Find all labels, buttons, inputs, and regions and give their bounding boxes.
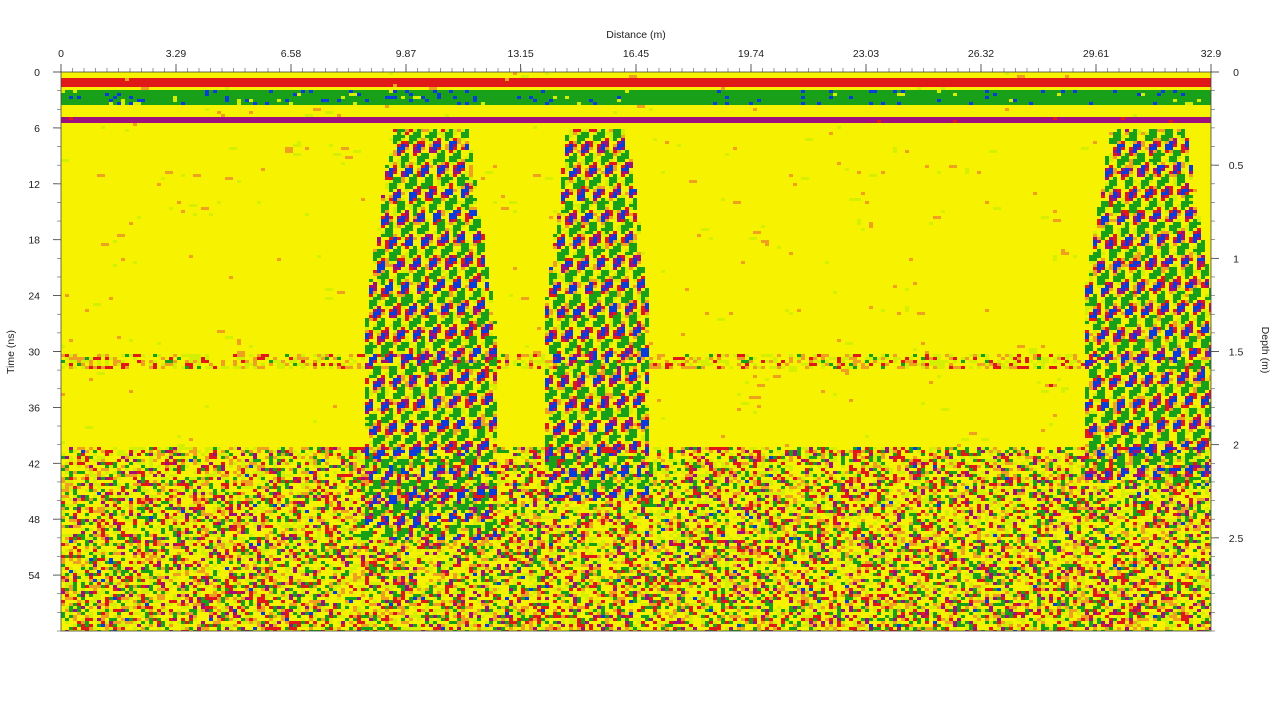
- time-tick-label: 18: [28, 235, 40, 247]
- depth-tick-label: 2.5: [1229, 533, 1244, 545]
- time-tick-label: 42: [28, 458, 40, 470]
- distance-tick-label: 0: [58, 48, 64, 60]
- distance-axis-title: Distance (m): [606, 29, 666, 41]
- distance-axis: 0 3.29 6.58 9.87 13.15 16.45 19.74 23.03 26.32 29…: [58, 48, 1221, 72]
- depth-tick-label: 1: [1233, 253, 1239, 265]
- depth-tick-label: 2: [1233, 440, 1239, 452]
- time-tick-label: 24: [28, 291, 40, 303]
- distance-tick-label: 23.03: [853, 48, 879, 60]
- distance-tick-label: 26.32: [968, 48, 994, 60]
- time-tick-label: 54: [28, 570, 40, 582]
- distance-tick-label: 29.61: [1083, 48, 1109, 60]
- reflection-image: [61, 72, 1211, 631]
- time-tick-label: 36: [28, 402, 40, 414]
- time-tick-label: 48: [28, 514, 40, 526]
- distance-tick-label: 6.58: [281, 48, 302, 60]
- depth-tick-label: 0.5: [1229, 160, 1244, 172]
- distance-tick-label: 9.87: [396, 48, 417, 60]
- distance-tick-label: 3.29: [166, 48, 187, 60]
- time-tick-label: 12: [28, 179, 40, 191]
- depth-axis-title: Depth (m): [1259, 327, 1271, 374]
- distance-tick-label: 32.9: [1201, 48, 1222, 60]
- depth-tick-label: 0: [1233, 67, 1239, 79]
- distance-tick-label: 13.15: [508, 48, 534, 60]
- depth-axis: 0 0.5 1 1.5 2 2.5: [1211, 67, 1244, 632]
- time-tick-label: 30: [28, 347, 40, 359]
- time-axis-title: Time (ns): [5, 330, 17, 374]
- distance-tick-label: 19.74: [738, 48, 764, 60]
- time-tick-label: 0: [34, 67, 40, 79]
- distance-tick-label: 16.45: [623, 48, 649, 60]
- time-tick-label: 6: [34, 123, 40, 135]
- depth-tick-label: 1.5: [1229, 347, 1244, 359]
- time-axis: 0 6 12 18 24 30 36 42 48 54: [28, 67, 61, 632]
